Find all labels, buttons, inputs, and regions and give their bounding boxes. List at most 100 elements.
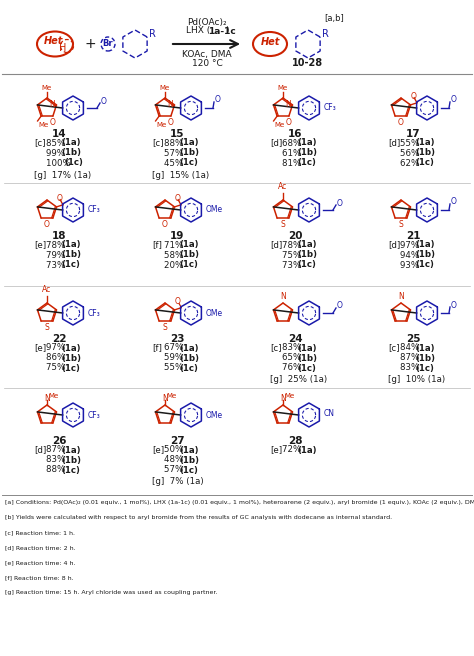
Text: (1a): (1a)	[297, 344, 316, 352]
Text: 55%: 55%	[164, 363, 186, 373]
Text: 79%: 79%	[46, 251, 68, 260]
Text: [e]: [e]	[34, 241, 46, 249]
Text: [f] Reaction time: 8 h.: [f] Reaction time: 8 h.	[5, 575, 73, 580]
Text: 21: 21	[406, 231, 420, 241]
Text: (1a): (1a)	[297, 138, 316, 148]
Text: 86%: 86%	[46, 354, 68, 363]
Text: [g]  25% (1a): [g] 25% (1a)	[270, 375, 327, 384]
Text: 94%: 94%	[400, 251, 422, 260]
Text: Br: Br	[103, 39, 113, 49]
Text: 24: 24	[288, 334, 302, 344]
Text: [f]: [f]	[152, 241, 162, 249]
Text: [c]: [c]	[388, 344, 400, 352]
Text: [g]  17% (1a): [g] 17% (1a)	[34, 171, 91, 180]
Text: N: N	[162, 394, 168, 403]
Text: (1b): (1b)	[297, 354, 317, 363]
Text: (1c): (1c)	[297, 260, 316, 270]
Text: (1b): (1b)	[179, 455, 199, 464]
Text: (1b): (1b)	[415, 251, 435, 260]
Text: 73%: 73%	[46, 260, 68, 270]
Text: [g]  10% (1a): [g] 10% (1a)	[388, 375, 445, 384]
Text: Het: Het	[43, 36, 63, 46]
Text: (1b): (1b)	[61, 354, 81, 363]
Text: Me: Me	[38, 122, 49, 128]
Text: S: S	[45, 323, 49, 332]
Text: [e] Reaction time: 4 h.: [e] Reaction time: 4 h.	[5, 560, 75, 565]
Text: 73%: 73%	[282, 260, 304, 270]
Text: [c]: [c]	[270, 344, 282, 352]
Text: Me: Me	[278, 85, 288, 91]
Text: CF₃: CF₃	[88, 308, 101, 318]
Text: (1c): (1c)	[179, 363, 198, 373]
Text: N: N	[280, 292, 286, 301]
Text: N: N	[285, 100, 291, 110]
Text: (1c): (1c)	[415, 159, 434, 167]
Text: OMe: OMe	[206, 411, 223, 419]
Text: N: N	[167, 100, 173, 110]
Text: 84%: 84%	[400, 344, 422, 352]
Text: (1a): (1a)	[179, 445, 198, 455]
Text: 120 °C: 120 °C	[191, 60, 222, 68]
Text: (1c): (1c)	[297, 363, 316, 373]
Text: (1b): (1b)	[61, 455, 81, 464]
Text: Me: Me	[156, 122, 167, 128]
Text: 78%: 78%	[282, 241, 304, 249]
Text: [c] Reaction time: 1 h.: [c] Reaction time: 1 h.	[5, 530, 75, 535]
Text: (1a): (1a)	[297, 241, 316, 249]
Text: H: H	[59, 43, 67, 53]
Text: (1b): (1b)	[415, 354, 435, 363]
Text: 100%: 100%	[46, 159, 73, 167]
Text: CF₃: CF₃	[88, 205, 101, 215]
Text: (1a): (1a)	[415, 241, 434, 249]
Text: (1c): (1c)	[415, 363, 434, 373]
Text: O: O	[50, 117, 56, 127]
Text: (1a): (1a)	[297, 445, 316, 455]
Text: (1c): (1c)	[61, 363, 80, 373]
Text: 75%: 75%	[282, 251, 304, 260]
Text: 20%: 20%	[164, 260, 186, 270]
Text: 17: 17	[406, 129, 420, 139]
Text: [a] Conditions: Pd(OAc)₂ (0.01 equiv., 1 mol%), LHX (1a-1c) (0.01 equiv., 1 mol%: [a] Conditions: Pd(OAc)₂ (0.01 equiv., 1…	[5, 500, 474, 505]
Text: O: O	[215, 96, 221, 104]
Text: 14: 14	[52, 129, 66, 139]
Text: CF₃: CF₃	[324, 104, 337, 112]
Text: [d] Reaction time: 2 h.: [d] Reaction time: 2 h.	[5, 545, 76, 550]
Text: OMe: OMe	[206, 308, 223, 318]
Text: (1a): (1a)	[415, 344, 434, 352]
Text: Me: Me	[284, 392, 294, 398]
Text: R: R	[148, 29, 155, 39]
Text: 88%: 88%	[164, 138, 186, 148]
Text: (1b): (1b)	[179, 148, 199, 157]
Text: Pd(OAc)₂: Pd(OAc)₂	[187, 18, 227, 26]
Text: (1b): (1b)	[179, 251, 199, 260]
Text: 87%: 87%	[46, 445, 68, 455]
Text: 57%: 57%	[164, 148, 186, 157]
Text: (1c): (1c)	[61, 466, 80, 474]
Text: [a,b]: [a,b]	[324, 14, 344, 22]
Text: 97%: 97%	[400, 241, 422, 249]
Text: Het: Het	[260, 37, 280, 47]
Text: 19: 19	[170, 231, 184, 241]
Text: S: S	[163, 323, 167, 332]
Text: (1b): (1b)	[61, 148, 81, 157]
Text: 81%: 81%	[282, 159, 304, 167]
Text: (1c): (1c)	[179, 159, 198, 167]
Text: (1a): (1a)	[61, 138, 80, 148]
Text: (1b): (1b)	[61, 251, 81, 260]
Text: (1a): (1a)	[61, 344, 80, 352]
Text: CN: CN	[324, 409, 335, 417]
Text: 61%: 61%	[282, 148, 304, 157]
Text: O: O	[56, 194, 62, 203]
Text: [d]: [d]	[388, 138, 400, 148]
Text: 65%: 65%	[282, 354, 304, 363]
Text: R: R	[321, 29, 328, 39]
Text: S: S	[399, 220, 403, 229]
Text: O: O	[410, 92, 416, 101]
Text: 55%: 55%	[400, 138, 422, 148]
Text: (1a): (1a)	[415, 138, 434, 148]
Text: 67%: 67%	[164, 344, 186, 352]
Text: [d]: [d]	[270, 241, 282, 249]
Text: 83%: 83%	[282, 344, 304, 352]
Text: [f]: [f]	[152, 344, 162, 352]
Text: (1c): (1c)	[179, 466, 198, 474]
